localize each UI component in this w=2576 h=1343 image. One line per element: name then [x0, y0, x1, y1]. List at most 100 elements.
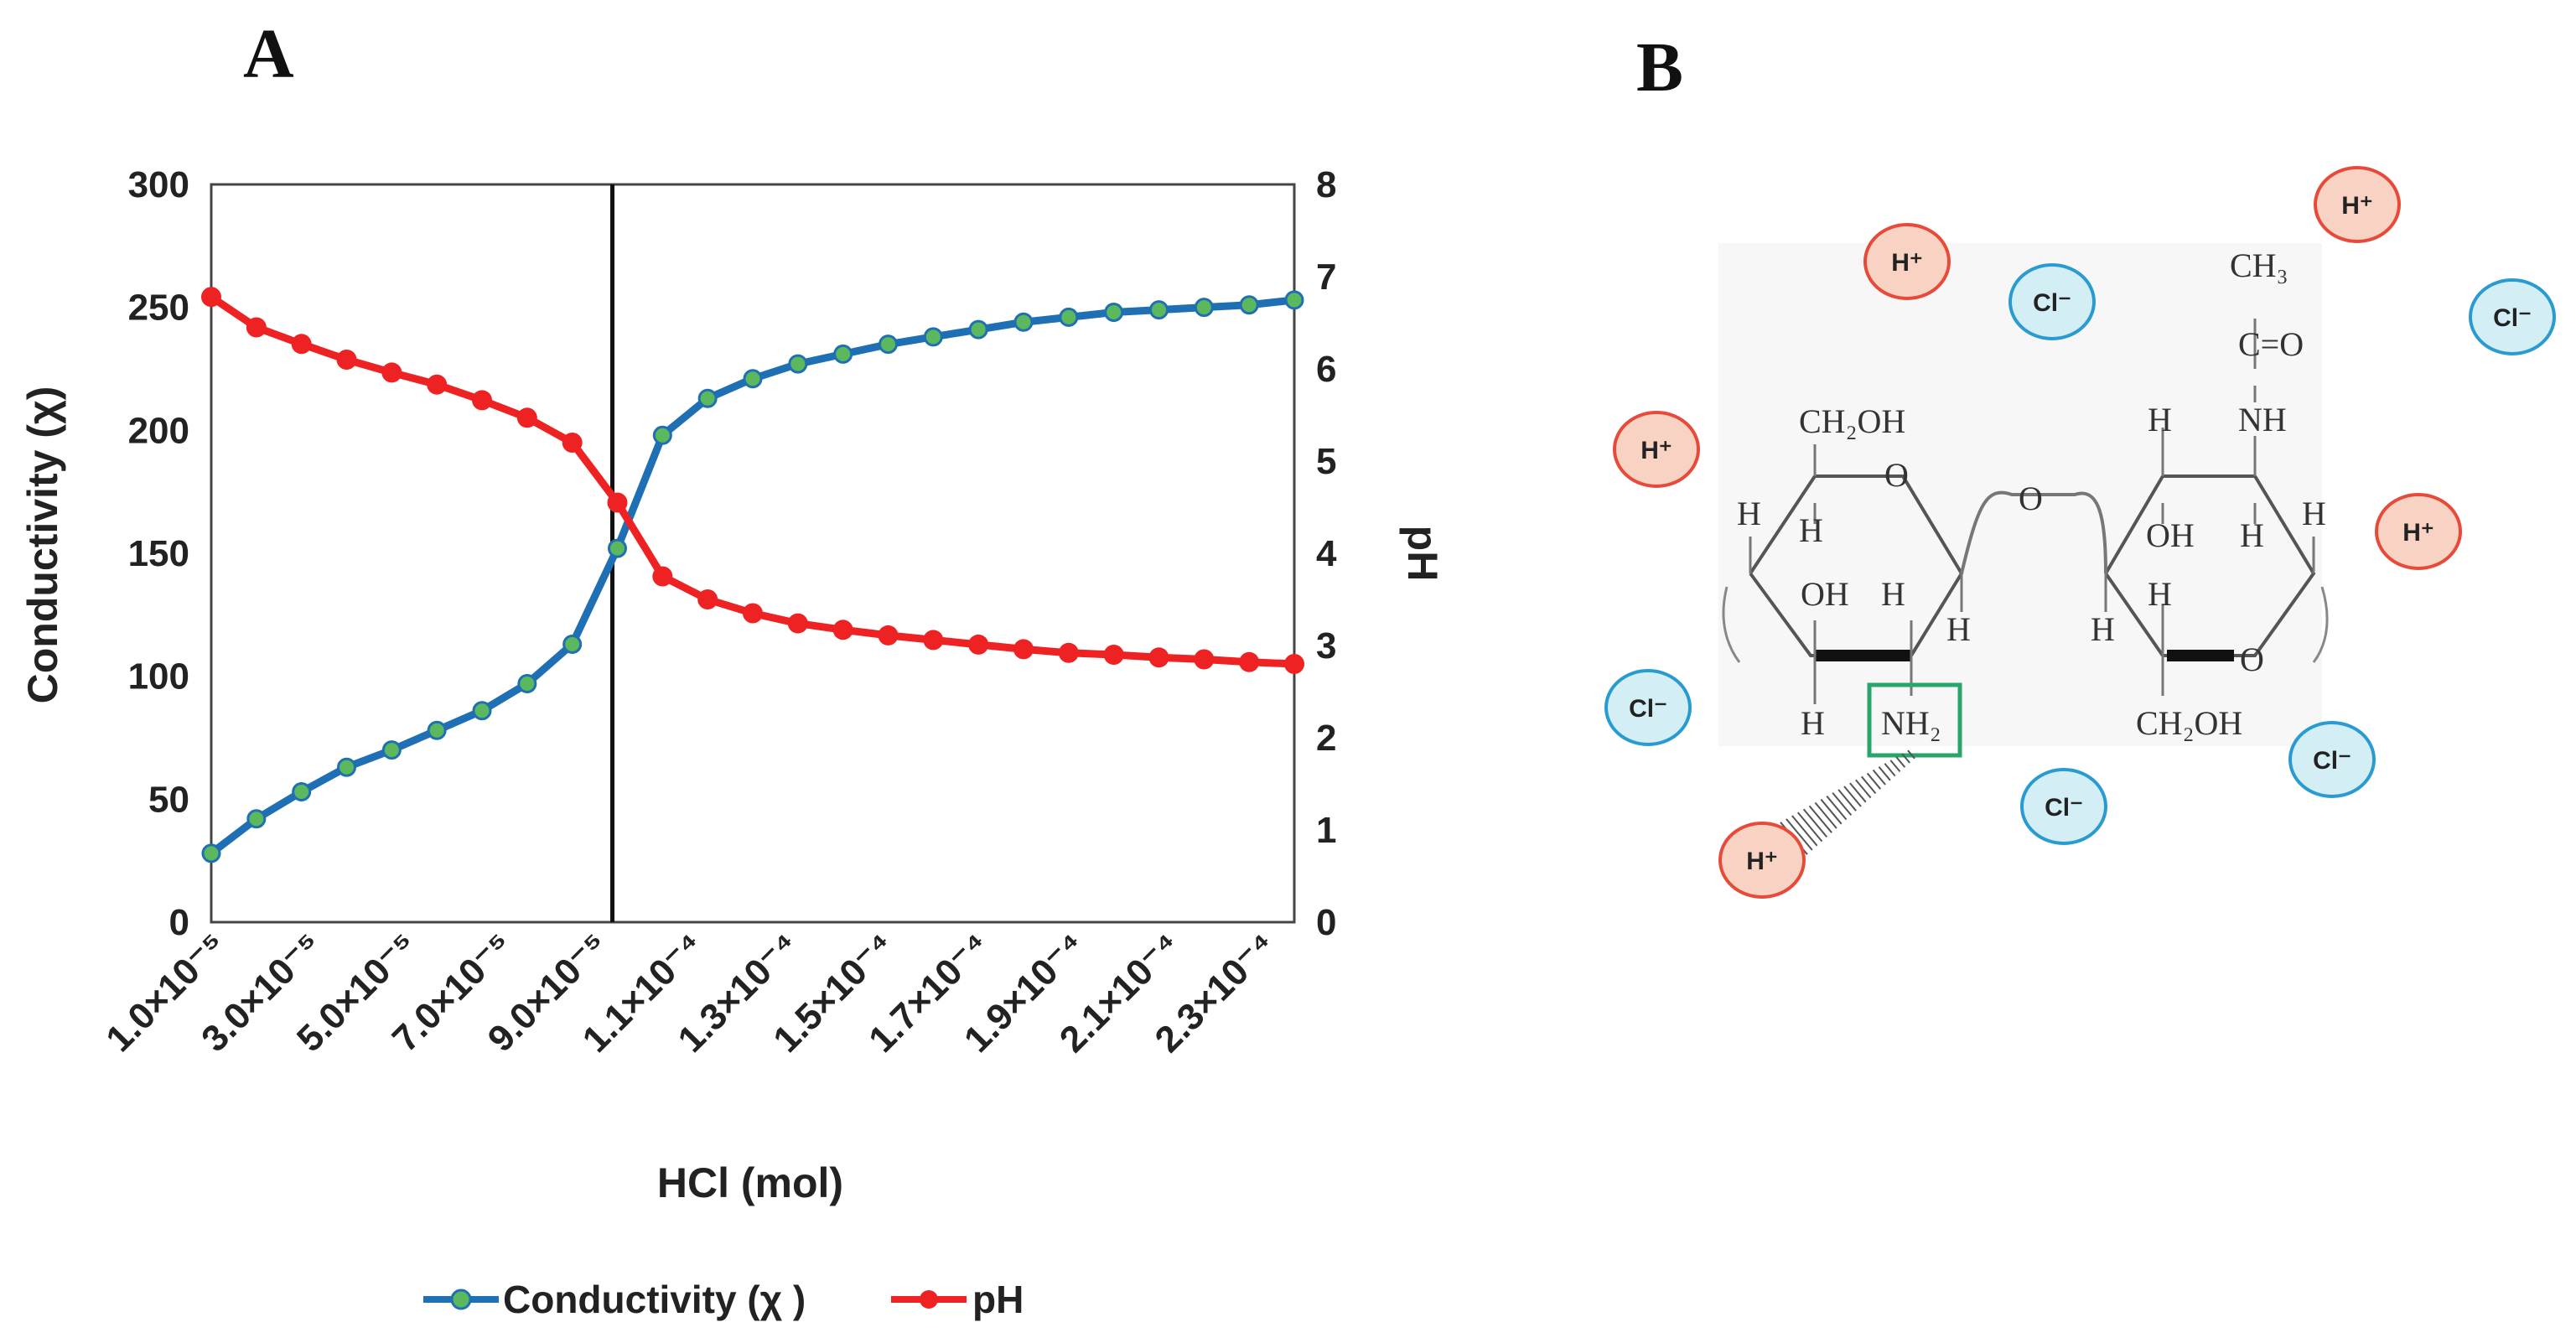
ph-point [1013, 639, 1034, 660]
glycosidic-bond [1960, 490, 2107, 574]
ion-label: Cl⁻ [2045, 794, 2083, 822]
conductivity-point [697, 388, 718, 408]
ph-point [1103, 645, 1124, 665]
label-nh2: NH₂ [1881, 704, 1941, 742]
y-right-tick-label: 7 [1316, 257, 1336, 298]
conductivity-point [246, 809, 267, 829]
series-layer [201, 287, 1304, 863]
hatch-mark [1889, 760, 1901, 773]
chloride-ion: Cl⁻ [2020, 768, 2107, 845]
ion-label: Cl⁻ [2493, 304, 2532, 332]
ph-point [472, 390, 492, 411]
left-axis-ticks: 0 50 100 150 200 250 300 [128, 164, 189, 943]
proton-ion: H⁺ [1718, 822, 1806, 899]
hatch-mark [1901, 753, 1910, 764]
label-ch2oh-top: CH₂OH [1799, 402, 1905, 440]
x-axis-title: HCl (mol) [657, 1159, 843, 1206]
hatch-mark [1802, 808, 1828, 838]
label-h-e: H [1801, 704, 1825, 742]
label-ring-o-right: O [2240, 640, 2264, 678]
label-bridge-o: O [2019, 480, 2043, 517]
plot-area-frame [210, 183, 1296, 924]
ion-label: H⁺ [1640, 437, 1672, 464]
hatch-mark [1907, 749, 1915, 760]
conductivity-point [833, 344, 853, 364]
nh2-highlight-box [1867, 682, 1962, 758]
y-left-tick-label: 0 [169, 902, 189, 943]
ph-point [1194, 649, 1215, 670]
y-right-tick-label: 2 [1316, 718, 1336, 759]
ph-point [832, 620, 853, 640]
hatch-mark [1866, 772, 1882, 790]
label-h-c: H [1881, 575, 1905, 613]
conductivity-point [879, 334, 898, 355]
conductivity-point [337, 757, 356, 777]
chloride-ion: Cl⁻ [2008, 263, 2096, 340]
ph-point [427, 374, 448, 395]
proton-ion: H⁺ [1863, 223, 1951, 300]
ph-point [1284, 654, 1304, 674]
y-right-tick-label: 4 [1316, 533, 1337, 574]
hatch-mark [1832, 792, 1853, 817]
hatch-mark [1791, 815, 1818, 847]
conductivity-point [743, 369, 763, 389]
conductivity-point [788, 354, 808, 374]
ph-point [787, 613, 808, 634]
ph-point [246, 317, 267, 338]
ion-label: Cl⁻ [2033, 289, 2071, 317]
x-axis-ticks: 1.0×10⁻⁵3.0×10⁻⁵5.0×10⁻⁵7.0×10⁻⁵9.0×10⁻⁵… [98, 924, 1283, 1060]
label-h-h: H [2302, 495, 2326, 532]
label-h-b: H [1799, 511, 1823, 549]
ph-point [1058, 642, 1079, 663]
conductivity-point [1239, 295, 1259, 315]
ph-point [607, 492, 628, 513]
label-h-g: H [2240, 516, 2264, 554]
y-right-tick-label: 5 [1316, 441, 1336, 482]
ph-point [516, 407, 537, 428]
proton-ion: H⁺ [2314, 166, 2401, 243]
chloride-ion: Cl⁻ [2469, 278, 2556, 355]
conductivity-ph-chart: 0 50 100 150 200 250 300 0 1 2 3 4 5 6 7 8 1.0×10⁻⁵3.0… [19, 164, 1446, 1321]
ion-label: H⁺ [1891, 249, 1923, 277]
label-h-j: H [2148, 575, 2172, 613]
hatch-mark [1820, 798, 1843, 825]
hatch-mark [1786, 818, 1813, 851]
label-nh: NH [2238, 401, 2287, 438]
y-right-tick-label: 0 [1316, 902, 1336, 943]
label-oh-left: OH [1801, 575, 1849, 613]
ion-layer: H⁺ Cl⁻ H⁺ Cl⁻ H⁺ H⁺ Cl⁻ Cl⁻ Cl⁻ H⁺ [1604, 166, 2556, 899]
hatch-mark [1872, 769, 1886, 786]
label-h-f: H [2148, 401, 2172, 438]
y-left-tick-label: 50 [148, 779, 189, 820]
hatch-mark [1855, 779, 1872, 799]
conductivity-point [292, 782, 312, 802]
legend-label-ph: pH [972, 1278, 1024, 1321]
right-chain-bracket [2312, 586, 2329, 663]
hatch-mark [1826, 796, 1848, 821]
ph-point [201, 287, 221, 308]
conductivity-point [1059, 307, 1079, 327]
left-chain-bracket [1722, 586, 1741, 663]
ph-point [562, 433, 583, 453]
proton-ion: H⁺ [2375, 493, 2462, 570]
conductivity-point [1104, 303, 1124, 323]
ion-label: Cl⁻ [2313, 747, 2351, 775]
label-h-a: H [1737, 495, 1761, 532]
conductivity-point [472, 701, 492, 721]
chloride-ion: Cl⁻ [2288, 721, 2376, 798]
proton-ion: H⁺ [1613, 411, 1700, 488]
legend-entry-conductivity: Conductivity (χ ) [423, 1278, 806, 1321]
conductivity-point [1284, 290, 1304, 310]
legend-marker-conductivity [450, 1289, 472, 1310]
label-ring-o-left: O [1884, 456, 1909, 494]
panel-b-letter: B [1636, 29, 1683, 106]
conductivity-point [652, 425, 672, 445]
hatch-mark [1814, 801, 1837, 829]
ph-point [652, 566, 673, 587]
legend-label-conductivity: Conductivity (χ ) [503, 1278, 806, 1321]
chitosan-structure-diagram: CH₂OH O H H OH H H H NH₂ O H NH C=O CH₃ … [1604, 166, 2556, 899]
y-left-tick-label: 250 [128, 288, 189, 329]
ph-point [1148, 647, 1169, 668]
ph-point [878, 625, 899, 646]
conductivity-point [1013, 312, 1034, 332]
